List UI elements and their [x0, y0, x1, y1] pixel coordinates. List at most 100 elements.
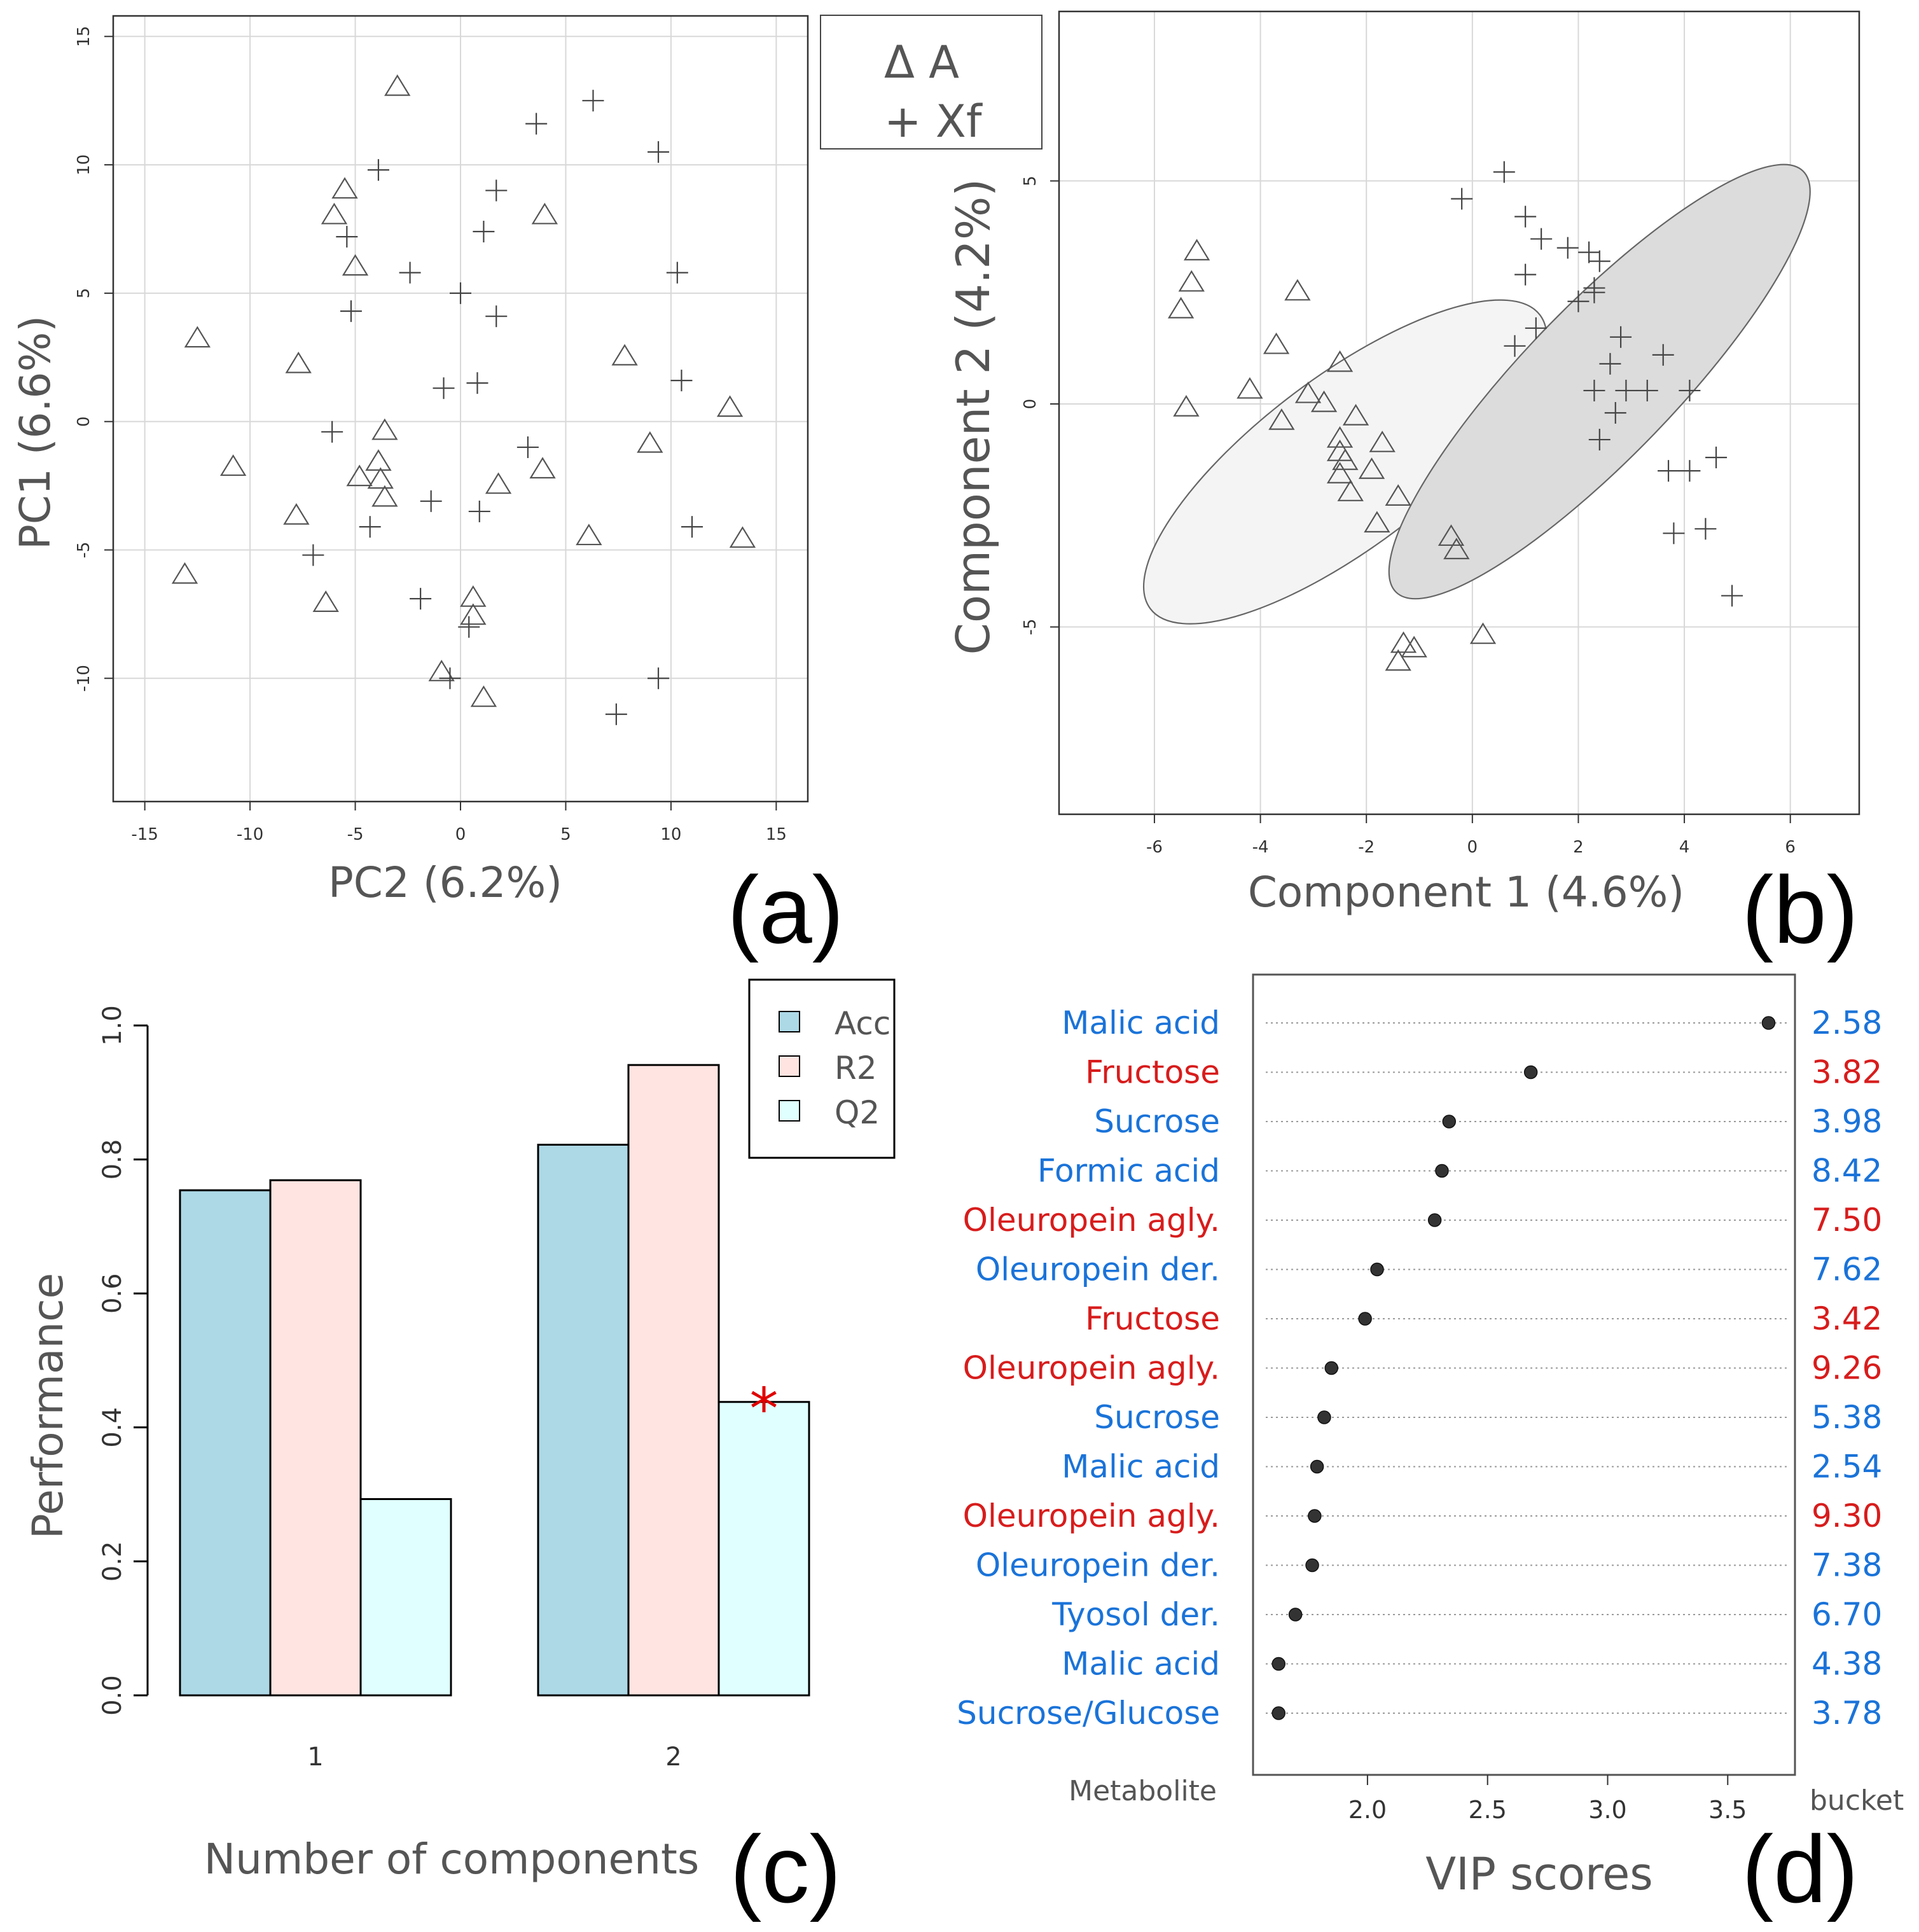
point-group-xf	[1530, 228, 1553, 250]
point-group-xf	[1588, 429, 1611, 451]
bucket-label: 4.38	[1812, 1646, 1882, 1683]
panel-d-x-axis-label: VIP scores	[1425, 1848, 1653, 1900]
point-group-a	[312, 590, 339, 612]
vip-row: Formic acid 8.42	[1037, 1153, 1882, 1190]
panel-b-y-axis-label: Component 2 (4.2%)	[946, 179, 1000, 655]
point-group-a	[283, 503, 310, 525]
point-group-a	[321, 202, 348, 225]
point-group-a	[1326, 350, 1354, 372]
vip-row: Oleuropein agly. 7.50	[963, 1202, 1883, 1239]
point-group-xf	[468, 500, 490, 522]
point-group-xf	[1525, 317, 1547, 339]
vip-dot	[1271, 1657, 1285, 1671]
point-group-xf	[1658, 460, 1680, 482]
y-tick-label: 5	[1021, 176, 1040, 186]
bucket-label: 7.38	[1812, 1547, 1882, 1584]
point-group-xf	[340, 300, 362, 323]
metabolite-label: Oleuropein agly.	[963, 1498, 1220, 1534]
point-group-a	[1469, 622, 1497, 644]
panel-c-legend: Acc R2 Q2	[748, 978, 896, 1159]
point-group-a	[1358, 457, 1385, 479]
bucket-label: 8.42	[1812, 1153, 1882, 1190]
point-group-xf	[399, 261, 421, 284]
metabolite-label: Fructose	[1085, 1054, 1220, 1091]
vip-dot	[1288, 1608, 1303, 1622]
point-group-xf	[1578, 241, 1600, 263]
bucket-label: 3.98	[1812, 1103, 1882, 1140]
point-group-a	[331, 177, 358, 199]
bar-r2-2	[627, 1064, 720, 1697]
point-group-xf	[1615, 379, 1637, 401]
x-tick-label: 5	[560, 825, 571, 844]
y-tick-label: 15	[74, 26, 94, 47]
vip-dot	[1308, 1509, 1322, 1523]
legend-entry-r2: R2	[835, 1050, 877, 1087]
point-group-a	[460, 603, 487, 625]
confidence-ellipse-xf	[1388, 163, 1811, 600]
bar-acc-1	[179, 1189, 272, 1697]
vip-dot	[1442, 1115, 1457, 1129]
y-tick-label: 5	[74, 288, 94, 299]
point-group-a	[1438, 524, 1465, 546]
y-tick-label: -10	[74, 665, 94, 691]
point-group-xf	[1679, 460, 1701, 482]
x-tick-label: 2.5	[1468, 1796, 1506, 1824]
point-group-a	[1183, 239, 1210, 261]
point-group-xf	[605, 703, 627, 725]
point-group-a	[576, 524, 602, 546]
point-group-a	[611, 344, 638, 366]
vip-row: Malic acid 2.54	[1062, 1449, 1882, 1485]
y-tick-label: 0.8	[98, 1139, 127, 1180]
point-group-xf	[367, 159, 389, 181]
panel-c-x-axis-label: Number of components	[204, 1835, 699, 1884]
vip-row: Fructose 3.42	[1085, 1300, 1882, 1337]
point-group-xf	[666, 261, 688, 284]
x-tick-label: 2	[1573, 838, 1584, 857]
y-tick-label: 0	[74, 416, 94, 427]
x-tick-label: 0	[455, 825, 466, 844]
point-group-xf	[1504, 335, 1526, 357]
y-tick-label: -5	[74, 542, 94, 559]
point-group-xf	[1599, 352, 1621, 375]
bucket-label: 3.42	[1812, 1300, 1882, 1337]
point-group-a	[1337, 480, 1364, 501]
point-group-xf	[525, 113, 548, 135]
point-group-xf	[1636, 379, 1658, 401]
point-group-xf	[516, 436, 539, 459]
x-tick-label: 3.0	[1588, 1796, 1626, 1824]
panel-d-right-header: bucket	[1810, 1784, 1904, 1817]
point-group-xf	[336, 226, 358, 248]
vip-dot	[1358, 1312, 1372, 1326]
metabolite-label: Oleuropein der.	[976, 1547, 1220, 1584]
point-group-a	[729, 526, 756, 548]
point-group-a	[346, 464, 373, 487]
point-group-a	[371, 485, 398, 507]
metabolite-label: Oleuropein agly.	[963, 1202, 1220, 1239]
point-group-xf	[1451, 188, 1473, 210]
vip-dot	[1324, 1361, 1339, 1375]
x-tick-label: -5	[347, 825, 364, 844]
metabolite-label: Sucrose	[1094, 1399, 1220, 1436]
vip-row: Tyosol der. 6.70	[1051, 1596, 1882, 1633]
x-tick-label: -6	[1146, 838, 1163, 857]
point-group-xf	[420, 490, 442, 512]
bucket-label: 2.58	[1812, 1004, 1882, 1041]
vip-dot	[1370, 1262, 1384, 1277]
point-group-a	[371, 418, 398, 440]
point-group-a	[285, 351, 312, 373]
legend-swatch-q2	[779, 1100, 800, 1122]
x-tick-label: 3.5	[1708, 1796, 1747, 1824]
point-group-xf	[359, 516, 381, 538]
point-group-xf	[1514, 263, 1537, 286]
metabolite-label: Oleuropein agly.	[963, 1350, 1220, 1387]
bar-acc-2	[537, 1143, 630, 1697]
panel-c-label: (c)	[730, 1816, 842, 1922]
bar-r2-1	[269, 1179, 362, 1697]
panel-a-pca-scatter: -15 -10 -5 0 5 10 15 -10 -5 0 5 10 15 PC2 (6.2%) PC1…	[11, 15, 844, 963]
panel-b-label: (b)	[1742, 856, 1858, 963]
point-group-a	[1167, 296, 1195, 319]
point-group-xf	[450, 282, 471, 304]
x-tick-label: 2.0	[1348, 1796, 1387, 1824]
point-group-a	[1173, 394, 1200, 417]
point-group-a	[428, 660, 455, 681]
